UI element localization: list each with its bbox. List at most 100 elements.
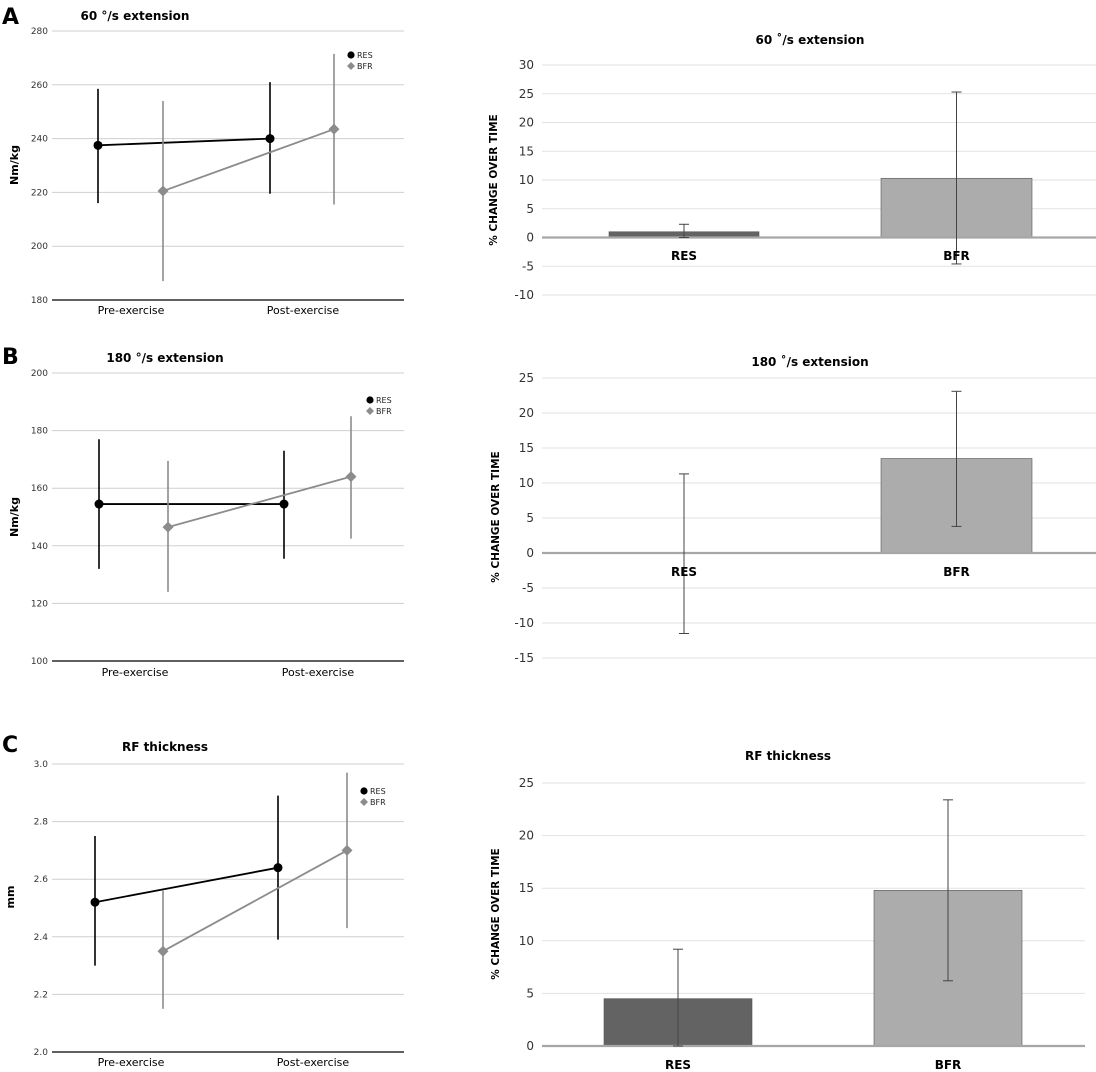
y-axis-label: Nm/kg [8, 145, 21, 185]
y-tick-label: 10 [519, 476, 534, 490]
legend-label-res: RES [376, 396, 392, 405]
legend-marker-res [360, 787, 368, 795]
chart-bar-a: -10 -5 0 5 10 15 20 25 30 60 ˚/s extension % CHANG… [488, 32, 1096, 302]
y-tick-label: 25 [519, 87, 534, 101]
y-tick-label: 0 [526, 1039, 534, 1053]
x-category-label: BFR [935, 1058, 962, 1072]
legend-label-res: RES [357, 51, 373, 60]
y-tick-label: 140 [31, 542, 48, 552]
y-tick-label: 160 [31, 484, 48, 494]
y-tick-label: 10 [519, 173, 534, 187]
y-tick-label: 100 [31, 657, 48, 667]
x-category-label: Post-exercise [282, 666, 355, 679]
legend-label-res: RES [370, 787, 386, 796]
legend-marker-res [347, 51, 355, 59]
y-tick-label: 30 [519, 58, 534, 72]
y-tick-label: 2.8 [34, 818, 49, 828]
y-tick-label: 2.0 [34, 1048, 49, 1058]
y-tick-label: 20 [519, 116, 534, 130]
series-line-bfr [162, 849, 348, 952]
chart-title: 60 ˚/s extension [756, 32, 865, 47]
y-tick-label: 240 [31, 135, 48, 145]
y-tick-label: 25 [519, 371, 534, 385]
legend-label-bfr: BFR [376, 407, 392, 416]
y-tick-label: 25 [519, 776, 534, 790]
data-point-res [279, 499, 289, 509]
y-tick-label: 5 [526, 202, 534, 216]
chart-title: RF thickness [122, 740, 208, 754]
y-axis-label: mm [4, 886, 17, 909]
x-category-label: Post-exercise [277, 1056, 350, 1069]
chart-line-c: 2.0 2.2 2.4 2.6 2.8 3.0 RF thickness mm Pre-exer… [4, 740, 404, 1069]
data-point-bfr [328, 123, 340, 135]
x-category-label: BFR [943, 249, 970, 263]
legend-label-bfr: BFR [357, 62, 373, 71]
y-tick-label: 180 [31, 296, 48, 306]
legend-label-bfr: BFR [370, 798, 386, 807]
y-tick-label: 260 [31, 81, 48, 91]
legend-marker-res [366, 396, 374, 404]
y-tick-label: 10 [519, 934, 534, 948]
y-tick-label: -10 [514, 288, 534, 302]
x-category-label: Pre-exercise [98, 304, 165, 317]
data-point-bfr [345, 471, 357, 483]
data-point-res [273, 863, 283, 873]
y-axis-label: Nm/kg [8, 497, 21, 537]
y-tick-label: -5 [522, 581, 534, 595]
data-point-res [94, 499, 104, 509]
x-category-label: Pre-exercise [102, 666, 169, 679]
legend-marker-bfr [347, 62, 355, 70]
y-tick-label: -5 [522, 259, 534, 273]
panel-letter-b: B [2, 345, 19, 370]
y-tick-label: 2.6 [34, 875, 49, 885]
chart-line-a: 180 200 220 240 260 280 60 °/s extension Nm/kg P… [8, 9, 404, 317]
chart-bar-b: -15 -10 -5 0 5 10 15 20 25 180 ˚/s extension % CHA… [490, 354, 1096, 665]
series-line-bfr [162, 128, 335, 192]
y-tick-label: 15 [519, 441, 534, 455]
x-category-label: Pre-exercise [98, 1056, 165, 1069]
x-category-label: RES [665, 1058, 691, 1072]
series-line-res [97, 137, 271, 147]
chart-title: 180 ˚/s extension [751, 354, 868, 369]
y-tick-label: 5 [526, 511, 534, 525]
y-tick-label: 280 [31, 27, 48, 37]
y-tick-label: -15 [514, 651, 534, 665]
panel-letter-a: A [2, 5, 19, 30]
chart-title: 180 °/s extension [106, 351, 223, 365]
y-axis-label: % CHANGE OVER TIME [488, 114, 500, 245]
x-category-label: RES [671, 565, 697, 579]
data-point-bfr [157, 185, 169, 197]
y-axis-label: % CHANGE OVER TIME [490, 848, 502, 979]
y-tick-label: 180 [31, 427, 48, 437]
data-point-res [90, 897, 100, 907]
y-axis-label: % CHANGE OVER TIME [490, 451, 502, 582]
y-tick-label: 2.4 [34, 933, 49, 943]
y-tick-label: 3.0 [34, 760, 49, 770]
y-tick-label: 15 [519, 881, 534, 895]
y-tick-label: 200 [31, 369, 48, 379]
x-category-label: BFR [943, 565, 970, 579]
data-point-bfr [341, 844, 353, 856]
chart-bar-c: 0 5 10 15 20 25 RF thickness % CHANGE OVER TIME… [490, 749, 1085, 1072]
x-category-label: RES [671, 249, 697, 263]
data-point-bfr [157, 945, 169, 957]
x-category-label: Post-exercise [267, 304, 340, 317]
legend-marker-bfr [366, 407, 374, 415]
y-tick-label: -10 [514, 616, 534, 630]
legend-marker-bfr [360, 798, 368, 806]
series-line-bfr [167, 475, 352, 528]
chart-title: RF thickness [745, 749, 831, 763]
y-tick-label: 200 [31, 242, 48, 252]
y-tick-label: 0 [526, 231, 534, 245]
chart-title: 60 °/s extension [81, 9, 190, 23]
y-tick-label: 220 [31, 188, 48, 198]
data-point-res [265, 134, 275, 144]
y-tick-label: 2.2 [34, 990, 48, 1000]
data-point-res [93, 140, 103, 150]
y-tick-label: 20 [519, 829, 534, 843]
y-tick-label: 0 [526, 546, 534, 560]
y-tick-label: 20 [519, 406, 534, 420]
y-tick-label: 120 [31, 599, 48, 609]
data-point-bfr [162, 521, 174, 533]
